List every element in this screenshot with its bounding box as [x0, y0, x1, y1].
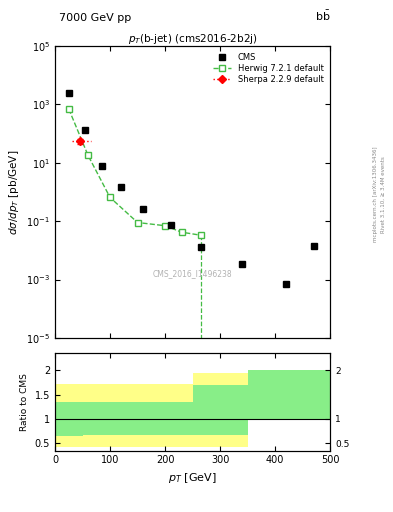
X-axis label: $p_T$ [GeV]: $p_T$ [GeV] — [168, 471, 217, 485]
Title: $p_T$(b-jet) (cms2016-2b2j): $p_T$(b-jet) (cms2016-2b2j) — [128, 32, 257, 46]
CMS — [311, 243, 316, 249]
Text: Rivet 3.1.10, ≥ 3.4M events: Rivet 3.1.10, ≥ 3.4M events — [381, 156, 386, 233]
CMS — [198, 244, 203, 250]
CMS — [284, 281, 288, 287]
CMS — [240, 261, 244, 267]
Y-axis label: $d\sigma/dp_T$ [pb/GeV]: $d\sigma/dp_T$ [pb/GeV] — [7, 150, 20, 234]
Line: CMS: CMS — [66, 90, 338, 287]
CMS — [83, 127, 88, 134]
Legend: CMS, Herwig 7.2.1 default, Sherpa 2.2.9 default: CMS, Herwig 7.2.1 default, Sherpa 2.2.9 … — [210, 50, 326, 87]
Text: b$\bar{\rm b}$: b$\bar{\rm b}$ — [315, 9, 330, 23]
CMS — [333, 261, 338, 267]
CMS — [119, 184, 123, 190]
Text: mcplots.cern.ch [arXiv:1306.3436]: mcplots.cern.ch [arXiv:1306.3436] — [373, 147, 378, 242]
CMS — [141, 205, 145, 211]
CMS — [168, 222, 173, 228]
Text: CMS_2016_I1496238: CMS_2016_I1496238 — [153, 269, 232, 278]
CMS — [66, 90, 71, 96]
Y-axis label: Ratio to CMS: Ratio to CMS — [20, 373, 29, 431]
Text: 7000 GeV pp: 7000 GeV pp — [59, 13, 131, 23]
CMS — [99, 163, 104, 169]
